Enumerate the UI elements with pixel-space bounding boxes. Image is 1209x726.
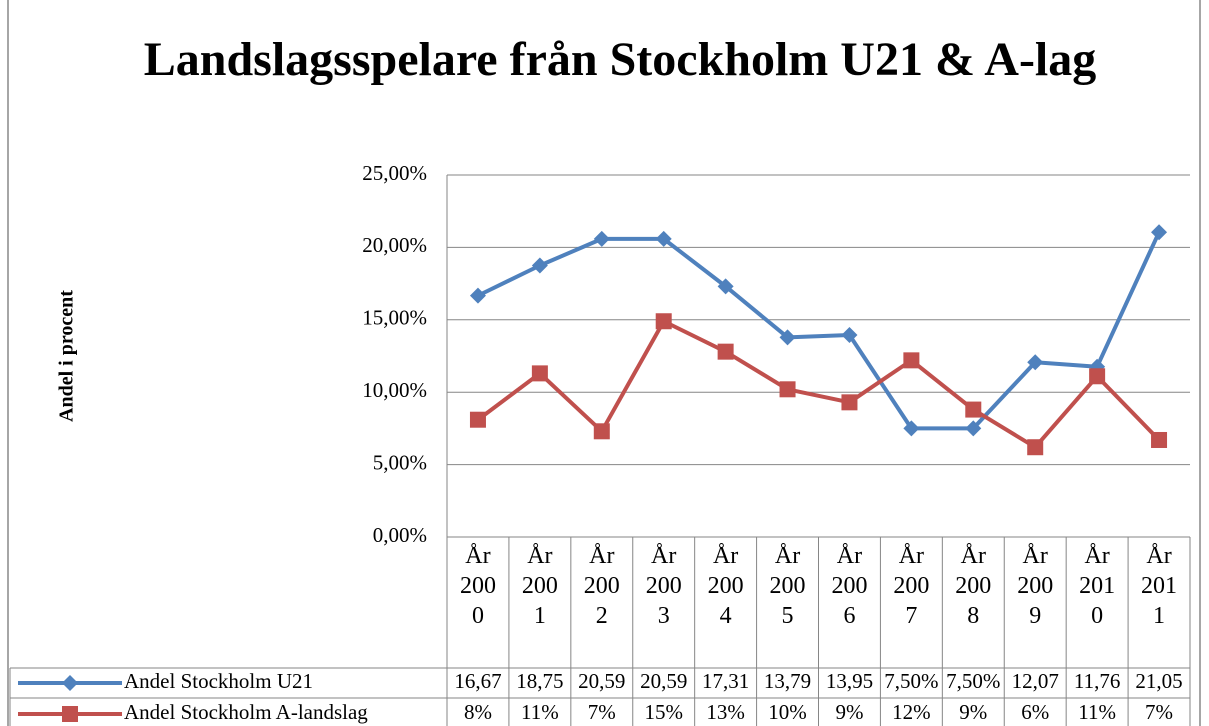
data-point — [717, 343, 734, 360]
y-tick-label: 25,00% — [362, 161, 427, 185]
table-value: 21,05 — [1135, 669, 1182, 693]
data-point — [593, 230, 610, 247]
data-point — [531, 365, 548, 382]
x-tick-label: År 2009 — [1017, 543, 1054, 629]
data-point — [593, 423, 610, 440]
table-value: 7,50% — [884, 669, 938, 693]
x-tick-label: År 2011 — [1141, 543, 1178, 629]
data-point — [1151, 224, 1168, 241]
legend-marker — [62, 706, 78, 722]
x-tick-label: År 2004 — [707, 543, 744, 629]
table-value: 7% — [588, 700, 616, 724]
table-value: 13,79 — [764, 669, 811, 693]
data-point — [469, 287, 486, 304]
data-point — [903, 352, 920, 369]
x-tick-label: År 2007 — [893, 543, 930, 629]
x-tick-label: År 2000 — [459, 543, 496, 629]
table-value: 12% — [892, 700, 931, 724]
table-value: 13% — [706, 700, 745, 724]
table-value: 11,76 — [1074, 669, 1120, 693]
x-tick-label: År 2005 — [769, 543, 806, 629]
y-tick-label: 15,00% — [362, 306, 427, 330]
series-line — [477, 231, 1161, 431]
chart-title: Landslagsspelare från Stockholm U21 & A-… — [143, 33, 1097, 86]
table-value: 9% — [835, 700, 863, 724]
table-value: 20,59 — [578, 669, 625, 693]
legend-label: Andel Stockholm U21 — [124, 669, 313, 693]
series-line — [476, 319, 1161, 450]
data-point — [903, 420, 920, 437]
data-point — [779, 329, 796, 346]
x-tick-label: År 2010 — [1079, 543, 1116, 629]
table-value: 11% — [521, 700, 559, 724]
y-axis-label: Andel i procent — [56, 290, 78, 422]
table-value: 7,50% — [946, 669, 1000, 693]
x-tick-label: År 2002 — [583, 543, 620, 629]
x-tick-label: År 2001 — [521, 543, 558, 629]
data-point — [965, 420, 982, 437]
data-point — [655, 230, 672, 247]
data-point — [1089, 368, 1106, 385]
y-tick-label: 0,00% — [373, 523, 427, 547]
table-value: 11% — [1078, 700, 1116, 724]
data-point — [469, 411, 486, 428]
table-value: 8% — [464, 700, 492, 724]
table-value: 10% — [768, 700, 807, 724]
data-point — [717, 278, 734, 295]
x-tick-label: År 2006 — [831, 543, 868, 629]
y-tick-label: 20,00% — [362, 233, 427, 257]
table-value: 16,67 — [454, 669, 501, 693]
table-value: 9% — [959, 700, 987, 724]
chart-frame — [7, 0, 1201, 726]
table-value: 12,07 — [1012, 669, 1059, 693]
data-point — [841, 394, 858, 411]
table-value: 20,59 — [640, 669, 687, 693]
table-value: 13,95 — [826, 669, 873, 693]
table-value: 18,75 — [516, 669, 563, 693]
data-point — [531, 257, 548, 274]
x-tick-label: År 2008 — [955, 543, 992, 629]
legend-marker — [62, 675, 78, 691]
data-point — [841, 327, 858, 344]
data-point — [1027, 439, 1044, 456]
table-value: 15% — [644, 700, 683, 724]
data-point — [965, 401, 982, 418]
y-tick-label: 10,00% — [362, 378, 427, 402]
data-point — [1151, 431, 1168, 448]
data-point — [655, 313, 672, 330]
x-tick-label: År 2003 — [645, 543, 682, 629]
data-point — [779, 381, 796, 398]
table-value: 17,31 — [702, 669, 749, 693]
y-tick-label: 5,00% — [373, 450, 427, 474]
legend-label: Andel Stockholm A-landslag — [124, 700, 368, 724]
table-value: 6% — [1021, 700, 1049, 724]
table-value: 7% — [1145, 700, 1173, 724]
data-point — [1027, 354, 1044, 371]
